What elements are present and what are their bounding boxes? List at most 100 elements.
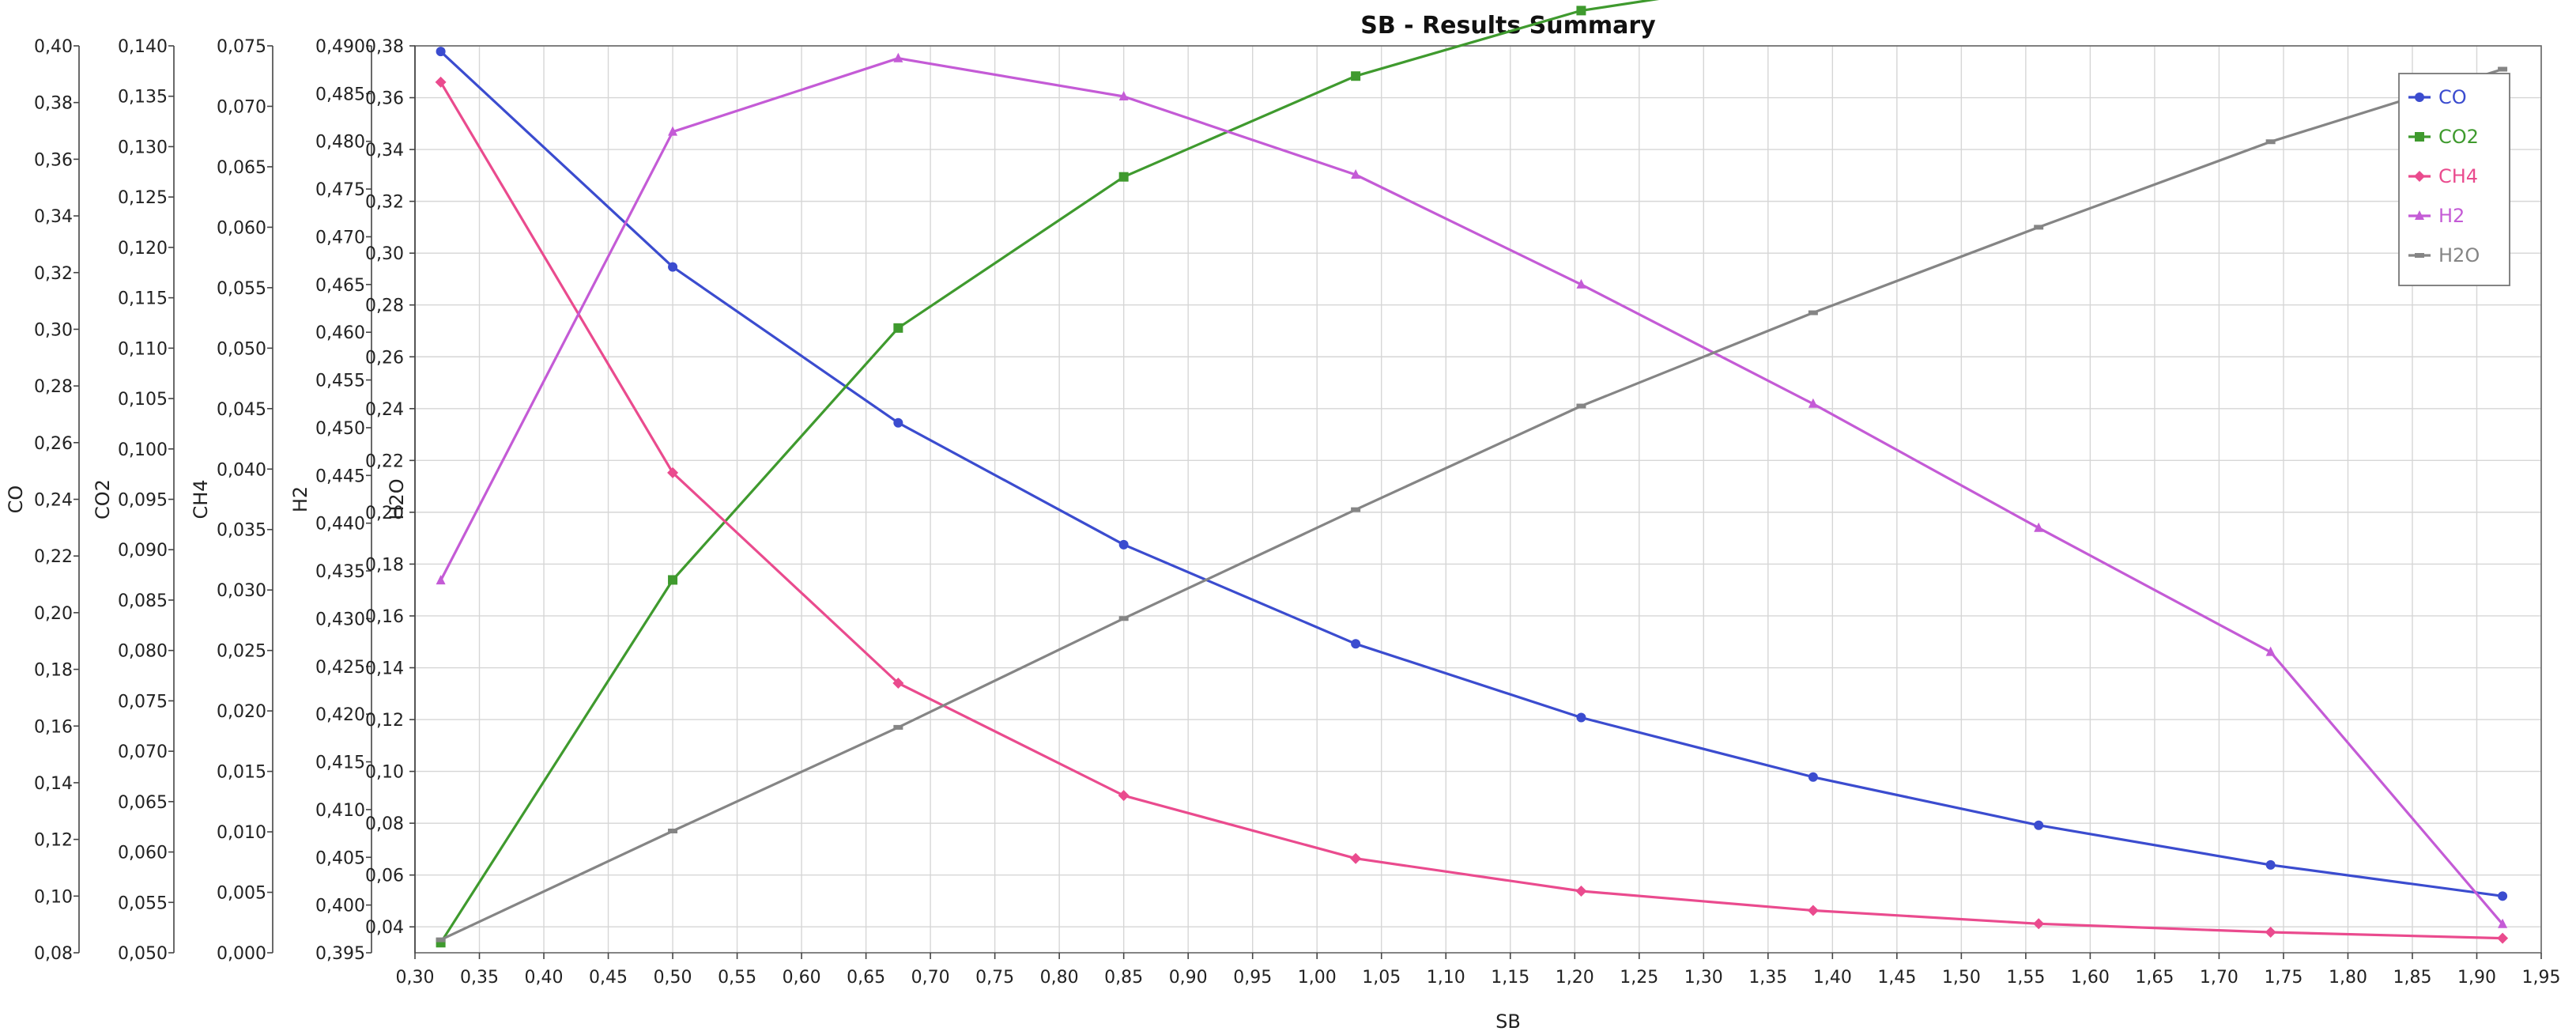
y-tick-label: 0,465 bbox=[315, 276, 365, 296]
y-tick-label: 0,22 bbox=[34, 547, 73, 567]
x-tick-label: 1,35 bbox=[1748, 968, 1787, 988]
y-tick-label: 0,060 bbox=[217, 218, 266, 238]
y-tick-label: 0,10 bbox=[34, 887, 73, 907]
data-point bbox=[893, 52, 903, 62]
y-tick-label: 0,405 bbox=[315, 848, 365, 868]
y-tick-label: 0,12 bbox=[34, 831, 73, 851]
data-point bbox=[436, 575, 446, 585]
y-axis-title: CH4 bbox=[190, 479, 212, 519]
y-tick-label: 0,090 bbox=[118, 541, 168, 561]
y-tick-label: 0,24 bbox=[34, 491, 73, 511]
y-axis-title: CO2 bbox=[92, 479, 114, 519]
y-axis-title: H2O bbox=[386, 478, 408, 519]
y-tick-label: 0,06 bbox=[365, 867, 404, 886]
legend-item: CO bbox=[2408, 86, 2467, 108]
data-point bbox=[1118, 90, 1129, 100]
y-tick-label: 0,08 bbox=[34, 944, 73, 964]
data-point bbox=[2265, 927, 2276, 939]
data-point bbox=[893, 724, 903, 730]
y-tick-label: 0,135 bbox=[118, 88, 168, 108]
y-tick-label: 0,050 bbox=[118, 944, 168, 964]
legend-label: CO2 bbox=[2438, 126, 2479, 148]
y-tick-label: 0,050 bbox=[217, 339, 266, 359]
axes: 0,30 0,35 0,40 0,45 0,50 0,55 0,60 0,65 0,70 0,75… bbox=[5, 37, 2560, 988]
x-tick-label: 0,65 bbox=[847, 968, 885, 988]
y-tick-label: 0,015 bbox=[217, 763, 266, 783]
y-tick-label: 0,410 bbox=[315, 801, 365, 821]
data-point bbox=[1118, 616, 1129, 621]
y-tick-label: 0,04 bbox=[365, 918, 404, 938]
y-tick-label: 0,120 bbox=[118, 239, 168, 259]
x-tick-label: 1,65 bbox=[2135, 968, 2174, 988]
x-tick-label: 0,35 bbox=[460, 968, 499, 988]
x-tick-label: 1,95 bbox=[2522, 968, 2561, 988]
y-tick-label: 0,075 bbox=[217, 37, 266, 57]
chart-title: SB - Results Summary bbox=[1360, 12, 1656, 40]
x-tick-label: 0,90 bbox=[1169, 968, 1208, 988]
x-tick-label: 1,10 bbox=[1427, 968, 1465, 988]
y-tick-label: 0,105 bbox=[118, 390, 168, 410]
y-tick-label: 0,450 bbox=[315, 419, 365, 439]
y-tick-label: 0,08 bbox=[365, 814, 404, 834]
y-tick-label: 0,485 bbox=[315, 85, 365, 104]
y-tick-label: 0,020 bbox=[217, 702, 266, 722]
y-tick-label: 0,470 bbox=[315, 228, 365, 247]
x-tick-label: 0,45 bbox=[589, 968, 628, 988]
data-point bbox=[435, 76, 447, 88]
data-point bbox=[2265, 139, 2276, 145]
data-point bbox=[668, 575, 678, 585]
series-line bbox=[439, 51, 2503, 897]
data-point bbox=[1808, 398, 1818, 408]
data-point bbox=[668, 126, 678, 136]
data-point bbox=[1808, 310, 1818, 315]
y-tick-label: 0,110 bbox=[118, 339, 168, 359]
y-tick-label: 0,36 bbox=[365, 89, 404, 109]
data-point bbox=[2034, 522, 2044, 532]
data-point bbox=[1807, 905, 1819, 916]
x-tick-label: 1,75 bbox=[2264, 968, 2303, 988]
y-tick-label: 0,34 bbox=[365, 141, 404, 161]
data-point bbox=[892, 677, 904, 689]
legend-label: H2O bbox=[2438, 244, 2480, 266]
y-tick-label: 0,065 bbox=[118, 793, 168, 813]
y-tick-label: 0,030 bbox=[217, 581, 266, 601]
plot-border bbox=[414, 45, 2542, 954]
y-tick-label: 0,070 bbox=[118, 742, 168, 762]
y-tick-label: 0,115 bbox=[118, 289, 168, 309]
y-tick-label: 0,460 bbox=[315, 323, 365, 343]
x-tick-label: 0,50 bbox=[654, 968, 692, 988]
y-tick-label: 0,055 bbox=[217, 279, 266, 299]
y-tick-label: 0,100 bbox=[118, 440, 168, 460]
y-tick-label: 0,075 bbox=[118, 692, 168, 712]
y-tick-label: 0,480 bbox=[315, 133, 365, 153]
y-tick-label: 0,010 bbox=[217, 823, 266, 843]
data-point bbox=[2415, 210, 2424, 220]
y-tick-label: 0,045 bbox=[217, 400, 266, 420]
data-point bbox=[1576, 278, 1586, 289]
legend-item: H2O bbox=[2408, 244, 2480, 266]
series-co bbox=[436, 47, 2508, 901]
series-h2 bbox=[436, 52, 2508, 928]
data-point bbox=[2265, 859, 2276, 870]
data-point bbox=[2415, 253, 2424, 258]
data-point bbox=[893, 323, 903, 333]
data-point bbox=[2497, 932, 2509, 944]
data-point bbox=[1351, 71, 1361, 81]
x-tick-label: 0,80 bbox=[1040, 968, 1079, 988]
y-tick-label: 0,16 bbox=[365, 607, 404, 627]
data-point bbox=[1576, 403, 1586, 409]
y-tick-label: 0,035 bbox=[217, 521, 266, 541]
data-point bbox=[2265, 646, 2276, 656]
y-tick-label: 0,065 bbox=[217, 158, 266, 178]
y-tick-label: 0,125 bbox=[118, 188, 168, 208]
x-tick-label: 0,70 bbox=[911, 968, 950, 988]
y-tick-label: 0,18 bbox=[34, 661, 73, 681]
data-point bbox=[2034, 820, 2044, 830]
legend-item: H2 bbox=[2408, 205, 2465, 227]
x-tick-label: 1,60 bbox=[2071, 968, 2110, 988]
y-tick-label: 0,430 bbox=[315, 610, 365, 629]
y-tick-label: 0,14 bbox=[365, 659, 404, 679]
x-tick-label: 1,90 bbox=[2457, 968, 2496, 988]
y-tick-label: 0,38 bbox=[34, 94, 73, 114]
y-tick-label: 0,415 bbox=[315, 754, 365, 773]
